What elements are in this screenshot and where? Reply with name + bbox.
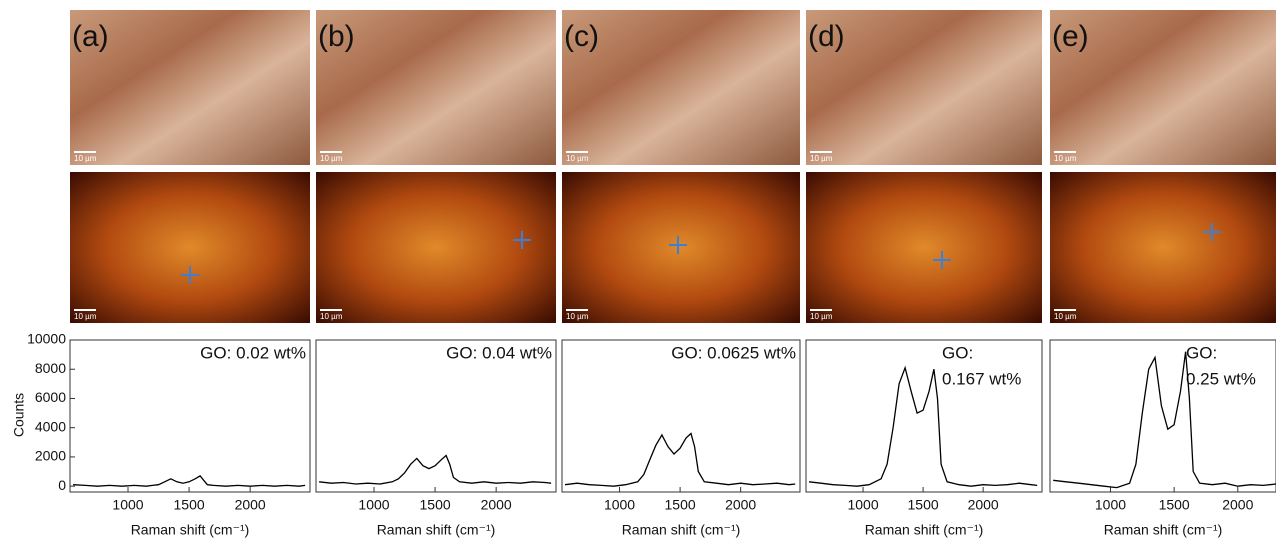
y-tick-label: 10000 [27,331,66,347]
plot-frame [1050,340,1276,492]
x-tick-label: 2000 [725,497,756,513]
x-tick-label: 1500 [420,497,451,513]
scale-bar [1054,309,1076,311]
spectrum-line [319,456,551,485]
y-tick-label: 0 [58,477,66,493]
x-tick-label: 1500 [665,497,696,513]
x-tick-label: 2000 [968,497,999,513]
panel-label: (a) [72,20,109,53]
plot-frame [806,340,1042,492]
figure: (a) 10 µm 10 µm 1000 1500 2000 0 2000 4000 6000 80… [0,0,1276,542]
raman-map [1050,172,1276,323]
scale-bar-label: 10 µm [566,312,589,321]
scale-bar-label: 10 µm [320,154,343,163]
scale-bar [74,309,96,311]
y-axis-label: Counts [11,393,27,437]
scale-bar [566,151,588,153]
scale-bar [1054,151,1076,153]
x-tick-label: 2000 [481,497,512,513]
scale-bar-label: 10 µm [1054,312,1077,321]
x-axis-label: Raman shift (cm⁻¹) [131,522,250,538]
scale-bar [566,309,588,311]
x-tick-label: 1500 [908,497,939,513]
panel-label: (e) [1052,20,1089,53]
annotation: GO: 0.0625 wt% [671,343,796,362]
x-tick-label: 1000 [1095,497,1126,513]
raman-map [562,172,800,323]
x-tick-label: 1000 [847,497,878,513]
x-axis-label: Raman shift (cm⁻¹) [1104,522,1223,538]
plot-frame [70,340,310,492]
scale-bar-label: 10 µm [320,312,343,321]
x-tick-label: 1000 [604,497,635,513]
x-axis-label: Raman shift (cm⁻¹) [865,522,984,538]
scale-bar-label: 10 µm [1054,154,1077,163]
scale-bar [810,151,832,153]
scale-bar-label: 10 µm [74,312,97,321]
spectrum-line [565,434,795,487]
annotation: GO: 0.02 wt% [200,343,306,362]
x-tick-label: 1000 [358,497,389,513]
annotation: GO: 0.04 wt% [446,343,552,362]
x-tick-label: 2000 [1222,497,1253,513]
scale-bar [810,309,832,311]
plot-frame [316,340,556,492]
scale-bar-label: 10 µm [810,154,833,163]
spectrum-line [73,476,305,486]
y-tick-label: 8000 [35,360,66,376]
scale-bar [320,309,342,311]
raman-map [806,172,1042,323]
raman-map [316,172,556,323]
x-tick-label: 1000 [112,497,143,513]
annotation: 0.25 wt% [1186,369,1256,388]
x-axis-label: Raman shift (cm⁻¹) [622,522,741,538]
panel-label: (c) [564,20,599,53]
plot-frame [562,340,800,492]
scale-bar-label: 10 µm [810,312,833,321]
annotation: GO: [1186,343,1217,362]
raman-map [70,172,310,323]
x-tick-label: 2000 [235,497,266,513]
scale-bar [74,151,96,153]
x-tick-label: 1500 [1159,497,1190,513]
x-tick-label: 1500 [174,497,205,513]
scale-bar-label: 10 µm [566,154,589,163]
x-axis-label: Raman shift (cm⁻¹) [377,522,496,538]
annotation: 0.167 wt% [942,369,1021,388]
scale-bar-label: 10 µm [74,154,97,163]
panel-label: (d) [808,20,845,53]
y-tick-label: 2000 [35,448,66,464]
scale-bar [320,151,342,153]
y-tick-label: 6000 [35,389,66,405]
annotation: GO: [942,343,973,362]
y-tick-label: 4000 [35,418,66,434]
panel-label: (b) [318,20,355,53]
